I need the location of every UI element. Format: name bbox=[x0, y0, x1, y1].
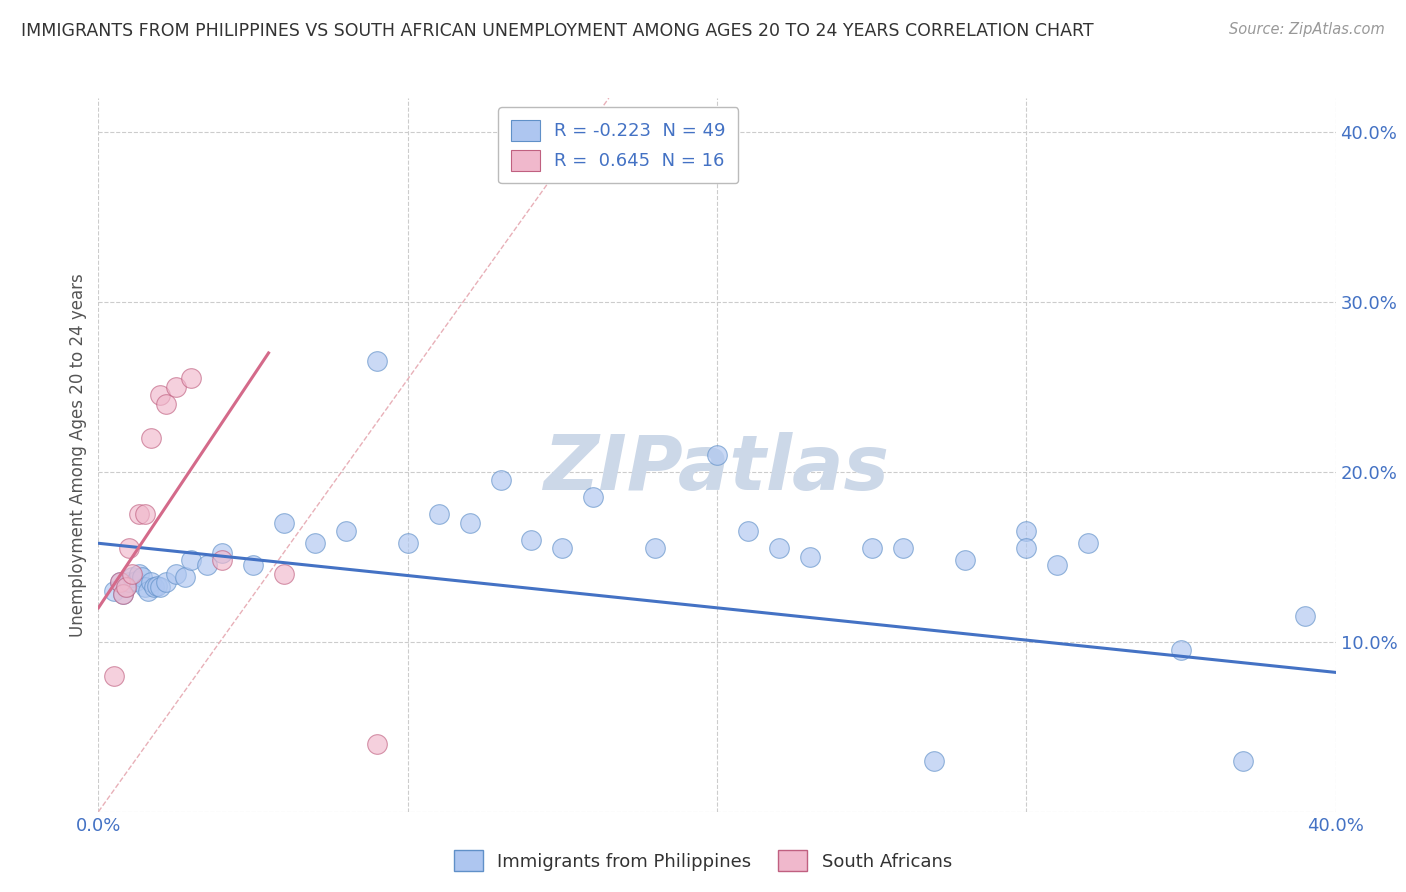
Point bbox=[953, 553, 976, 567]
Point bbox=[134, 581, 156, 595]
Point bbox=[155, 397, 177, 411]
Point bbox=[1046, 558, 1069, 573]
Point bbox=[108, 575, 131, 590]
Point bbox=[273, 566, 295, 581]
Point bbox=[180, 371, 202, 385]
Point bbox=[128, 508, 150, 522]
Point bbox=[366, 354, 388, 368]
Point bbox=[335, 524, 357, 539]
Point bbox=[139, 431, 162, 445]
Legend: Immigrants from Philippines, South Africans: Immigrants from Philippines, South Afric… bbox=[447, 843, 959, 879]
Point bbox=[165, 566, 187, 581]
Point bbox=[582, 491, 605, 505]
Point bbox=[1015, 524, 1038, 539]
Point bbox=[115, 581, 138, 595]
Point bbox=[489, 474, 512, 488]
Point bbox=[108, 575, 131, 590]
Point bbox=[891, 541, 914, 556]
Point bbox=[143, 581, 166, 595]
Point bbox=[118, 541, 141, 556]
Point bbox=[458, 516, 481, 530]
Point bbox=[304, 536, 326, 550]
Point bbox=[131, 570, 153, 584]
Point bbox=[799, 549, 821, 564]
Point bbox=[211, 546, 233, 560]
Point bbox=[149, 581, 172, 595]
Point bbox=[149, 388, 172, 402]
Point bbox=[155, 575, 177, 590]
Point bbox=[1232, 754, 1254, 768]
Point bbox=[139, 575, 162, 590]
Point bbox=[551, 541, 574, 556]
Point bbox=[396, 536, 419, 550]
Point bbox=[1077, 536, 1099, 550]
Point bbox=[922, 754, 945, 768]
Text: ZIPatlas: ZIPatlas bbox=[544, 433, 890, 506]
Point bbox=[427, 508, 450, 522]
Point bbox=[124, 574, 146, 588]
Text: IMMIGRANTS FROM PHILIPPINES VS SOUTH AFRICAN UNEMPLOYMENT AMONG AGES 20 TO 24 YE: IMMIGRANTS FROM PHILIPPINES VS SOUTH AFR… bbox=[21, 22, 1094, 40]
Point bbox=[644, 541, 666, 556]
Point bbox=[174, 570, 197, 584]
Y-axis label: Unemployment Among Ages 20 to 24 years: Unemployment Among Ages 20 to 24 years bbox=[69, 273, 87, 637]
Point bbox=[211, 553, 233, 567]
Point bbox=[1294, 609, 1316, 624]
Point bbox=[520, 533, 543, 547]
Point bbox=[118, 575, 141, 590]
Legend: R = -0.223  N = 49, R =  0.645  N = 16: R = -0.223 N = 49, R = 0.645 N = 16 bbox=[498, 107, 738, 183]
Point bbox=[146, 579, 169, 593]
Point bbox=[706, 448, 728, 462]
Point bbox=[1170, 643, 1192, 657]
Point bbox=[103, 583, 125, 598]
Point bbox=[121, 570, 143, 584]
Point bbox=[121, 566, 143, 581]
Point bbox=[366, 737, 388, 751]
Point bbox=[103, 669, 125, 683]
Point bbox=[1015, 541, 1038, 556]
Point bbox=[134, 508, 156, 522]
Point bbox=[112, 587, 135, 601]
Point bbox=[195, 558, 218, 573]
Point bbox=[128, 566, 150, 581]
Point bbox=[242, 558, 264, 573]
Point bbox=[112, 587, 135, 601]
Point bbox=[860, 541, 883, 556]
Point bbox=[165, 380, 187, 394]
Point bbox=[136, 583, 159, 598]
Point bbox=[180, 553, 202, 567]
Point bbox=[737, 524, 759, 539]
Point bbox=[768, 541, 790, 556]
Point bbox=[115, 581, 138, 595]
Text: Source: ZipAtlas.com: Source: ZipAtlas.com bbox=[1229, 22, 1385, 37]
Point bbox=[273, 516, 295, 530]
